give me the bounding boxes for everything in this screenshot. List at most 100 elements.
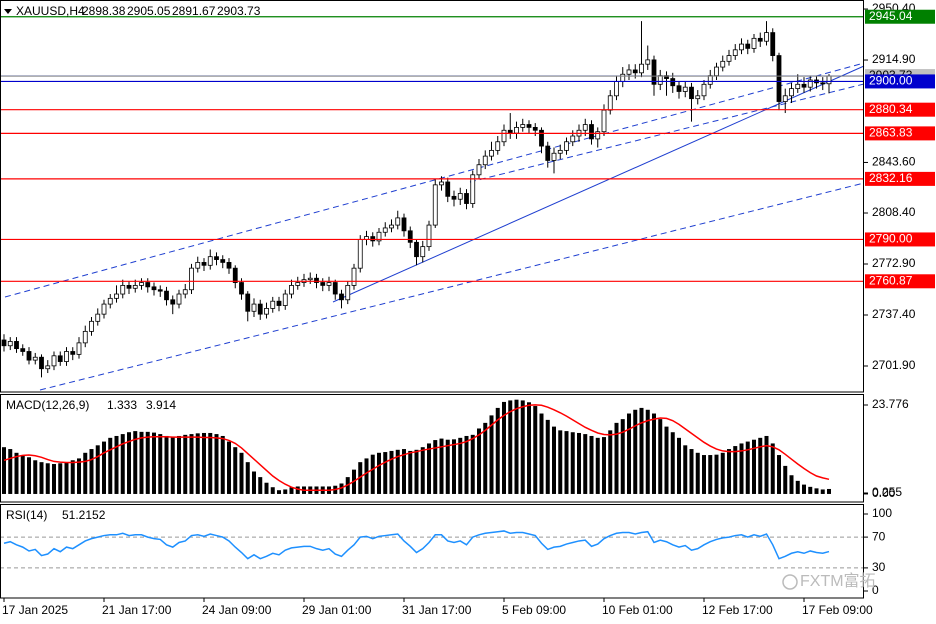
header-close: 2903.73 [217, 4, 261, 18]
candle-body [764, 32, 769, 42]
candle-body [501, 129, 507, 143]
y-tick-label: 2914.90 [872, 52, 916, 66]
histogram-bar [764, 435, 769, 494]
histogram-bar [445, 439, 450, 494]
histogram-bar [783, 465, 788, 494]
histogram-bar [808, 486, 813, 494]
channel-upper [4, 62, 865, 298]
histogram-bar [127, 432, 131, 494]
candle-body [120, 285, 126, 295]
histogram-bar [495, 407, 500, 494]
histogram-bar [452, 439, 456, 494]
histogram-bar [108, 437, 113, 494]
x-tick-label: 5 Feb 09:00 [502, 603, 566, 617]
histogram-bar [589, 435, 594, 494]
histogram-bar [277, 490, 281, 494]
histogram-bar [545, 419, 550, 494]
candle-body [570, 135, 576, 143]
level-label: 2790.00 [869, 232, 913, 246]
y-tick-label: 30 [872, 560, 886, 574]
candle-body [82, 330, 88, 344]
level-label: 2900.00 [869, 74, 913, 88]
histogram-bar [83, 452, 88, 494]
candle-body [264, 307, 269, 315]
candle-body [389, 224, 394, 229]
candle-body [745, 43, 751, 49]
histogram-bar [33, 460, 38, 494]
histogram-bar [408, 450, 413, 494]
candle-body [470, 174, 476, 204]
histogram-bar [239, 452, 244, 494]
candle-body [170, 299, 176, 305]
macd-value: 1.333 [107, 398, 137, 412]
histogram-bar [595, 437, 600, 494]
candle-body [201, 262, 207, 266]
candle-body [826, 75, 832, 85]
histogram-bar [183, 434, 188, 494]
candle-body [495, 141, 501, 151]
histogram-bar [195, 433, 200, 494]
histogram-bar [777, 455, 781, 494]
candle-body [701, 83, 707, 97]
histogram-bar [377, 452, 381, 494]
histogram-bar [202, 432, 206, 494]
candle-body [376, 231, 382, 242]
watermark: FXTM富拓 [800, 572, 876, 590]
histogram-bar [827, 488, 831, 494]
candle-body [464, 193, 469, 204]
candle-body [370, 236, 376, 242]
histogram-bar [245, 462, 250, 494]
histogram-bar [164, 435, 169, 494]
histogram-bar [264, 482, 269, 494]
price-frame [0, 0, 864, 393]
y-tick-label: 0.00 [872, 486, 896, 500]
y-tick-label: 0 [872, 583, 879, 597]
macd-label: MACD(12,26,9) [6, 398, 89, 412]
rsi-value: 51.2152 [62, 508, 106, 522]
y-tick-label: 100 [872, 506, 892, 520]
candle-body [720, 60, 726, 68]
x-tick-label: 24 Jan 09:00 [202, 603, 272, 617]
histogram-bar [439, 438, 444, 494]
level-label-box [865, 274, 935, 289]
histogram-bar [220, 435, 225, 494]
histogram-bar [614, 422, 619, 494]
histogram-bar [527, 402, 531, 494]
histogram-bar [289, 487, 294, 494]
histogram-bar [664, 426, 669, 494]
candle-body [332, 282, 338, 295]
level-label-box [865, 126, 935, 141]
header-open: 2898.38 [82, 4, 126, 18]
histogram-bar [270, 487, 275, 494]
candle-body [432, 184, 438, 226]
histogram-bar [714, 454, 719, 494]
histogram-bar [520, 400, 525, 494]
histogram-bar [14, 452, 19, 494]
y-tick-label: 2772.90 [872, 256, 916, 270]
candle-body [639, 63, 644, 74]
histogram-bar [295, 486, 300, 494]
histogram-bar [564, 431, 569, 494]
histogram-bar [602, 437, 606, 494]
candle-body [607, 95, 613, 111]
histogram-bar [170, 437, 175, 494]
candle-body [589, 124, 594, 140]
candle-body [270, 300, 276, 309]
histogram-bar [620, 419, 625, 494]
candle-body [295, 282, 301, 286]
candle-body [520, 124, 526, 128]
candle-body [651, 59, 657, 85]
candle-body [445, 181, 451, 197]
histogram-bar [483, 422, 488, 494]
histogram-bar [814, 488, 819, 494]
candle-body [51, 355, 57, 367]
level-label-box [865, 232, 935, 247]
candle-body [614, 81, 619, 97]
histogram-bar [39, 462, 44, 494]
histogram-bar [364, 458, 369, 494]
histogram-bar [639, 407, 644, 494]
y-tick-label: 2737.40 [872, 307, 916, 321]
candle-body [214, 256, 219, 260]
